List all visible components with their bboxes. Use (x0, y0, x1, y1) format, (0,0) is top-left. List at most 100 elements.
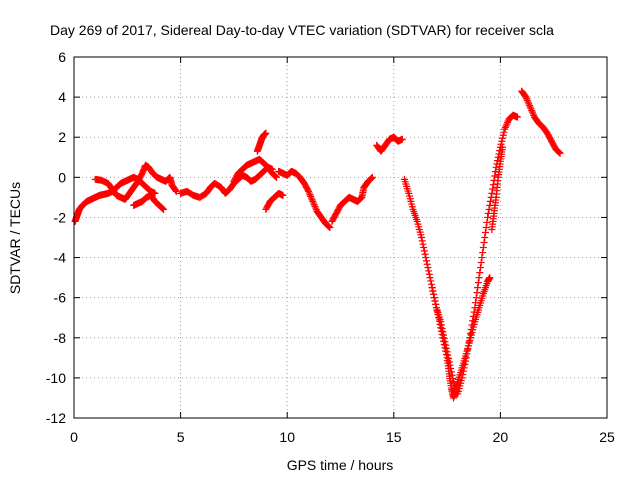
series-1 (91, 161, 180, 203)
data-point (368, 173, 376, 181)
data-point (464, 342, 472, 350)
data-point (418, 237, 426, 245)
data-point (469, 317, 477, 325)
data-point (463, 350, 471, 358)
data-point (427, 280, 435, 288)
data-point (158, 204, 166, 212)
data-point (499, 134, 507, 142)
data-point (325, 223, 333, 231)
series-0 (71, 173, 159, 225)
x-tick-label: 0 (70, 429, 78, 445)
data-point (425, 267, 433, 275)
x-axis-title: GPS time / hours (287, 457, 394, 473)
data-point (459, 367, 467, 375)
series-12 (488, 143, 507, 233)
data-point (497, 140, 505, 148)
data-point (306, 191, 314, 199)
data-point (422, 254, 430, 262)
data-point (271, 172, 279, 180)
data-point (418, 234, 426, 241)
grid-lines (74, 57, 607, 418)
data-point (444, 351, 452, 359)
data-point (526, 101, 534, 109)
data-point (443, 348, 451, 356)
series-9 (373, 133, 406, 155)
y-axis-title: SDTVAR / TECUs (7, 182, 23, 294)
data-point (501, 125, 509, 133)
data-point (486, 197, 494, 205)
data-point (427, 277, 435, 285)
data-point (472, 299, 480, 307)
data-point (477, 264, 485, 272)
data-point (449, 375, 457, 383)
y-tick-label: -2 (54, 209, 67, 225)
data-point (440, 331, 448, 339)
data-point (431, 297, 439, 305)
data-point (425, 270, 433, 278)
data-point (513, 113, 521, 121)
data-point (368, 174, 376, 182)
data-point (486, 274, 494, 282)
data-point (555, 148, 563, 156)
data-point (524, 98, 532, 106)
data-point (464, 346, 472, 354)
data-point (499, 131, 507, 139)
series-4 (230, 155, 276, 185)
data-point (474, 279, 482, 287)
data-point (461, 361, 469, 369)
data-point (484, 213, 492, 221)
y-tick-label: 6 (58, 49, 66, 65)
data-point (525, 100, 533, 108)
series-11 (428, 111, 521, 398)
data-point (151, 189, 159, 197)
x-tick-label: 20 (493, 429, 509, 445)
data-point (467, 325, 475, 333)
series-13 (518, 87, 564, 157)
data-point (310, 201, 318, 209)
x-tick-label: 5 (177, 429, 185, 445)
y-tick-label: -10 (46, 370, 66, 386)
data-point (309, 197, 317, 205)
data-point (476, 269, 484, 277)
data-point (522, 93, 530, 101)
y-tick-labels: -12 -10 -8 -6 -4 -2 0 2 4 6 (46, 49, 66, 426)
data-point (500, 128, 508, 136)
data-point (262, 129, 270, 137)
data-point (481, 234, 489, 241)
y-tick-label: 4 (58, 89, 66, 105)
data-point (398, 135, 406, 143)
data-point (424, 264, 432, 272)
data-point (475, 274, 483, 282)
data-point (481, 228, 489, 236)
data-point (498, 137, 506, 145)
data-point (499, 143, 507, 151)
data-point (483, 218, 491, 226)
y-tick-label: -6 (54, 290, 67, 306)
data-point (367, 175, 375, 183)
data-point (304, 186, 312, 194)
data-point (502, 122, 510, 130)
axis-ticks (73, 56, 608, 419)
x-tick-label: 25 (599, 429, 615, 445)
data-point (468, 321, 476, 329)
data-point (426, 274, 434, 282)
data-point (488, 189, 496, 197)
data-point (445, 358, 453, 366)
data-point (324, 222, 332, 230)
series-6 (262, 189, 287, 213)
data-point (474, 284, 482, 292)
data-point (445, 355, 453, 363)
data-point (526, 103, 534, 111)
data-point (160, 205, 168, 213)
data-point (422, 257, 430, 265)
data-point (439, 328, 447, 336)
data-point (172, 186, 180, 194)
data-point (465, 338, 473, 346)
data-point (447, 365, 455, 373)
data-point (430, 294, 438, 302)
data-point (528, 108, 536, 116)
data-point (312, 204, 320, 212)
y-tick-label: 0 (58, 169, 66, 185)
data-point (442, 344, 450, 352)
plot-frame (73, 56, 608, 419)
